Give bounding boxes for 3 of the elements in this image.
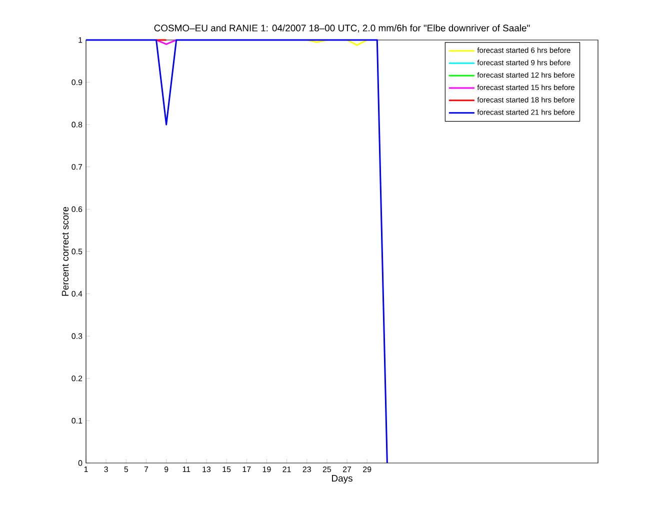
y-axis-title: Percent correct score <box>62 206 69 296</box>
x-axis-title: Days <box>332 475 352 484</box>
chart-title: COSMO–EU and RANIE 1: 04/2007 18–00 UTC, 2.0 mm/6h for "Elbe downriver of Saale" <box>154 24 530 33</box>
